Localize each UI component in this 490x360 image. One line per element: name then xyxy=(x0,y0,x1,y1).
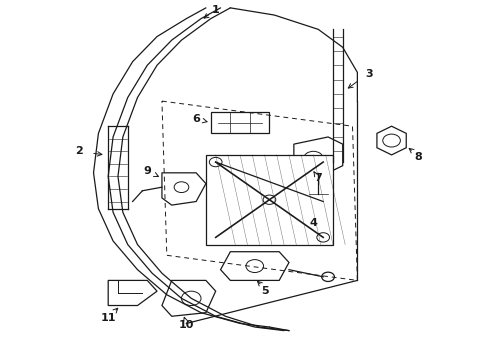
Polygon shape xyxy=(162,280,216,316)
Polygon shape xyxy=(108,280,157,306)
Circle shape xyxy=(181,291,201,306)
Circle shape xyxy=(174,182,189,193)
Text: 8: 8 xyxy=(415,152,422,162)
Polygon shape xyxy=(220,252,289,280)
Text: 7: 7 xyxy=(315,173,322,183)
Circle shape xyxy=(209,157,222,167)
Polygon shape xyxy=(162,173,206,205)
Circle shape xyxy=(317,233,330,242)
Text: 2: 2 xyxy=(75,146,83,156)
Text: 3: 3 xyxy=(366,69,373,79)
Text: 5: 5 xyxy=(261,286,269,296)
Circle shape xyxy=(304,151,323,166)
Circle shape xyxy=(246,260,264,273)
Polygon shape xyxy=(377,126,406,155)
Polygon shape xyxy=(206,155,333,244)
Text: 6: 6 xyxy=(192,114,200,124)
Text: 10: 10 xyxy=(179,320,194,330)
Circle shape xyxy=(322,272,334,282)
Circle shape xyxy=(263,195,276,204)
Circle shape xyxy=(383,134,400,147)
Text: 11: 11 xyxy=(100,313,116,323)
Bar xyxy=(211,112,270,134)
Polygon shape xyxy=(294,137,343,173)
Text: 1: 1 xyxy=(212,5,220,15)
Text: 4: 4 xyxy=(310,218,318,228)
Text: 9: 9 xyxy=(144,166,151,176)
